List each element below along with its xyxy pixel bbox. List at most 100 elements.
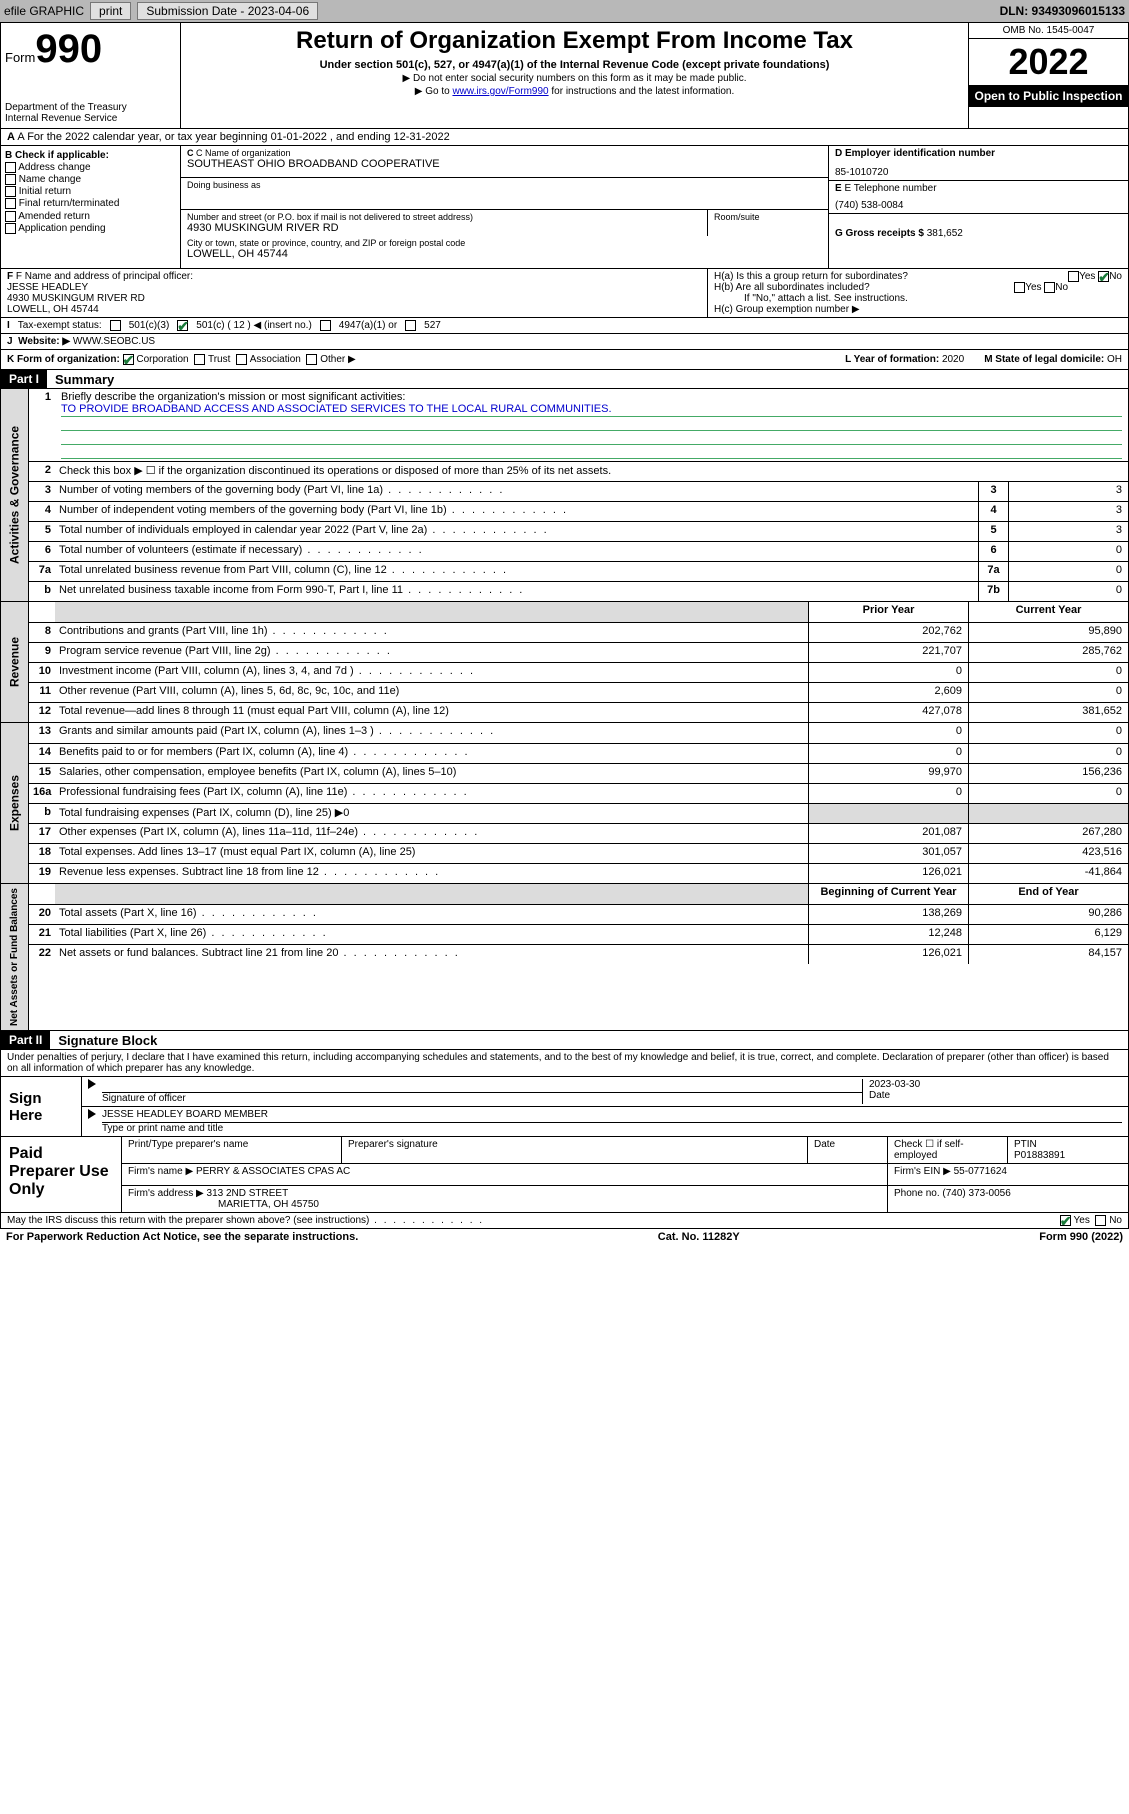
irs-link[interactable]: www.irs.gov/Form990 (452, 86, 548, 97)
line11: Other revenue (Part VIII, column (A), li… (55, 683, 808, 702)
part2-header: Part II Signature Block (0, 1031, 1129, 1050)
sign-here: Sign Here (1, 1077, 81, 1136)
cb-assoc[interactable] (236, 354, 247, 365)
tax-status-lbl: Tax-exempt status: (18, 320, 102, 331)
cb-application-pending[interactable]: Application pending (5, 223, 176, 234)
section-governance: Activities & Governance 1 Briefly descri… (0, 389, 1129, 602)
line7b: Net unrelated business taxable income fr… (55, 582, 978, 601)
ein-lbl: D Employer identification number (835, 148, 995, 159)
dba-lbl: Doing business as (187, 180, 822, 190)
ha-no[interactable] (1098, 271, 1109, 282)
row-i: I Tax-exempt status: 501(c)(3) 501(c) ( … (0, 318, 1129, 334)
line17: Other expenses (Part IX, column (A), lin… (55, 824, 808, 843)
row-a: A A For the 2022 calendar year, or tax y… (0, 129, 1129, 146)
arrow-icon (88, 1079, 96, 1089)
officer-addr2: LOWELL, OH 45744 (7, 304, 701, 315)
form-word: Form (5, 50, 35, 65)
line14: Benefits paid to or for members (Part IX… (55, 744, 808, 763)
paperwork-notice: For Paperwork Reduction Act Notice, see … (6, 1231, 358, 1243)
cb-corp[interactable] (123, 354, 134, 365)
ha-yes[interactable] (1068, 271, 1079, 282)
part2-title: Signature Block (58, 1033, 157, 1048)
paid-preparer: Paid Preparer Use Only Print/Type prepar… (0, 1137, 1129, 1213)
firm-lbl: Firm's name ▶ (128, 1166, 193, 1177)
sig-officer-lbl: Signature of officer (102, 1093, 186, 1104)
org-name-lbl: C Name of organization (196, 148, 291, 158)
firm-ein: 55-0771624 (954, 1166, 1007, 1177)
website: WWW.SEOBC.US (73, 336, 155, 347)
note2-post: for instructions and the latest informat… (549, 86, 735, 97)
cb-final-return[interactable]: Final return/terminated (5, 198, 176, 209)
line6: Total number of volunteers (estimate if … (55, 542, 978, 561)
cb-501c3[interactable] (110, 320, 121, 331)
section-net-assets: Net Assets or Fund Balances Beginning of… (0, 884, 1129, 1031)
prep-sig-lbl: Preparer's signature (342, 1137, 808, 1163)
form-ref: Form 990 (2022) (1039, 1231, 1123, 1243)
cb-name-change[interactable]: Name change (5, 174, 176, 185)
note1: ▶ Do not enter social security numbers o… (189, 73, 960, 84)
hb-note: If "No," attach a list. See instructions… (714, 293, 1122, 304)
cat-no: Cat. No. 11282Y (658, 1231, 740, 1243)
dom-lbl: M State of legal domicile: (984, 354, 1104, 365)
prep-hdr: Paid Preparer Use Only (1, 1137, 121, 1212)
line7b-val: 0 (1008, 582, 1128, 601)
gross-lbl: G Gross receipts $ (835, 228, 924, 239)
cb-trust[interactable] (194, 354, 205, 365)
tel-lbl: E Telephone number (844, 183, 936, 194)
col-c: C C Name of organizationSOUTHEAST OHIO B… (181, 146, 828, 268)
officer-name: JESSE HEADLEY (7, 282, 701, 293)
section-revenue: Revenue Prior YearCurrent Year 8Contribu… (0, 602, 1129, 723)
line19: Revenue less expenses. Subtract line 18 … (55, 864, 808, 883)
row-a-text: A For the 2022 calendar year, or tax yea… (17, 131, 449, 143)
officer-sign-name: JESSE HEADLEY BOARD MEMBER (102, 1109, 1122, 1123)
officer-lbl: F Name and address of principal officer: (16, 271, 193, 282)
part1-title: Summary (55, 372, 114, 387)
part2-tag: Part II (1, 1031, 50, 1049)
hb-lbl: H(b) Are all subordinates included? (714, 282, 870, 293)
line4-val: 3 (1008, 502, 1128, 521)
line4: Number of independent voting members of … (55, 502, 978, 521)
firm-phone-lbl: Phone no. (894, 1188, 940, 1199)
firm-addr2: MARIETTA, OH 45750 (218, 1199, 319, 1210)
mission-lbl: Briefly describe the organization's miss… (61, 391, 405, 403)
ein: 85-1010720 (835, 167, 1122, 178)
line9: Program service revenue (Part VIII, line… (55, 643, 808, 662)
line16b: Total fundraising expenses (Part IX, col… (55, 804, 808, 823)
col-eoy: End of Year (968, 884, 1128, 904)
line21: Total liabilities (Part X, line 26) (55, 925, 808, 944)
room-lbl: Room/suite (714, 212, 822, 222)
cb-527[interactable] (405, 320, 416, 331)
hb-no[interactable] (1044, 282, 1055, 293)
domicile: OH (1107, 354, 1122, 365)
city: LOWELL, OH 45744 (187, 248, 822, 260)
ptin-lbl: PTIN (1014, 1139, 1037, 1150)
cb-other[interactable] (306, 354, 317, 365)
firm-addr-lbl: Firm's address ▶ (128, 1188, 204, 1199)
line15: Salaries, other compensation, employee b… (55, 764, 808, 783)
cb-amended[interactable]: Amended return (5, 211, 176, 222)
cb-address-change[interactable]: Address change (5, 162, 176, 173)
part1-tag: Part I (1, 370, 47, 388)
firm-phone: (740) 373-0056 (942, 1188, 1010, 1199)
sig-name-lbl: Type or print name and title (102, 1123, 223, 1134)
arrow-icon (88, 1109, 96, 1119)
topbar: efile GRAPHIC print Submission Date - 20… (0, 0, 1129, 22)
line8: Contributions and grants (Part VIII, lin… (55, 623, 808, 642)
line20: Total assets (Part X, line 16) (55, 905, 808, 924)
signature-block: Under penalties of perjury, I declare th… (0, 1050, 1129, 1137)
hb-yes[interactable] (1014, 282, 1025, 293)
officer-addr1: 4930 MUSKINGUM RIVER RD (7, 293, 701, 304)
side-governance: Activities & Governance (1, 389, 29, 601)
block-b-through-g: B Check if applicable: Address change Na… (0, 146, 1129, 269)
discuss-yes[interactable] (1060, 1215, 1071, 1226)
submission-date: Submission Date - 2023-04-06 (137, 2, 318, 20)
part1-header: Part I Summary (0, 370, 1129, 389)
cb-4947[interactable] (320, 320, 331, 331)
yof-lbl: L Year of formation: (845, 354, 939, 365)
discuss-no[interactable] (1095, 1215, 1106, 1226)
cb-501c[interactable] (177, 320, 188, 331)
cb-initial-return[interactable]: Initial return (5, 186, 176, 197)
line3: Number of voting members of the governin… (55, 482, 978, 501)
print-button[interactable]: print (90, 2, 131, 20)
form-title: Return of Organization Exempt From Incom… (189, 27, 960, 55)
